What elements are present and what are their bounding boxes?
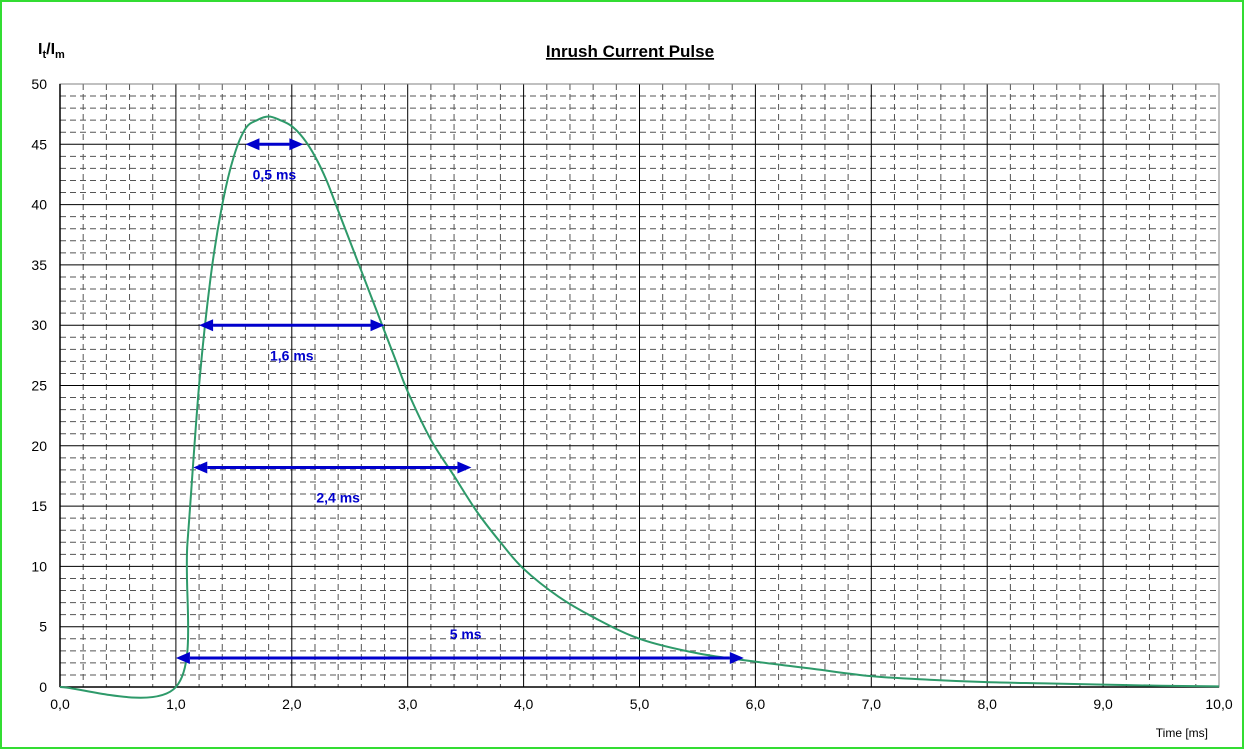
y-tick-label: 5	[39, 619, 47, 635]
y-tick-label: 15	[31, 498, 47, 514]
duration-annotation: 0,5 ms	[245, 138, 304, 182]
annotation-arrowhead-left	[199, 319, 214, 332]
major-grid	[59, 83, 1220, 688]
y-tick-label: 25	[31, 378, 47, 394]
y-tick-label: 50	[31, 76, 47, 92]
x-tick-label: 3,0	[398, 696, 418, 712]
y-tick-label: 35	[31, 257, 47, 273]
annotation-arrowhead-right	[457, 461, 472, 474]
x-tick-label: 4,0	[514, 696, 534, 712]
annotation-arrowhead-right	[289, 138, 304, 151]
y-tick-label: 10	[31, 558, 47, 574]
annotation-arrowhead-right	[370, 319, 385, 332]
x-axis-label: Time [ms]	[1156, 726, 1208, 740]
x-tick-label: 9,0	[1093, 696, 1113, 712]
y-label-sub2: m	[55, 49, 65, 61]
x-tick-label: 5,0	[630, 696, 650, 712]
y-label-mid: /I	[46, 41, 55, 58]
x-tick-label: 0,0	[50, 696, 70, 712]
inrush-current-line	[59, 115, 1220, 699]
annotation-arrowhead-left	[175, 652, 190, 665]
x-tick-label: 1,0	[166, 696, 186, 712]
duration-annotation: 2,4 ms	[193, 461, 472, 506]
annotation-label: 0,5 ms	[253, 166, 297, 182]
x-tick-label: 6,0	[746, 696, 766, 712]
y-tick-label: 20	[31, 438, 47, 454]
x-tick-label: 8,0	[977, 696, 997, 712]
annotation-label: 2,4 ms	[316, 490, 360, 506]
duration-annotation: 1,6 ms	[199, 319, 385, 363]
x-tick-label: 7,0	[862, 696, 882, 712]
annotation-arrowhead-left	[245, 138, 260, 151]
duration-annotations: 0,5 ms 1,6 ms 2,4 ms 5 ms	[175, 138, 744, 665]
annotation-label: 1,6 ms	[270, 347, 314, 363]
y-tick-label: 45	[31, 136, 47, 152]
y-axis-label: It/Im	[38, 41, 65, 61]
annotation-arrowhead-right	[729, 652, 744, 665]
x-tick-label: 10,0	[1205, 696, 1232, 712]
duration-annotation: 5 ms	[175, 626, 744, 665]
y-tick-label: 40	[31, 197, 47, 213]
x-tick-labels: 0,0 1,0 2,0 3,0 4,0 5,0 6,0 7,0 8,0 9,0 10,0	[50, 696, 1233, 712]
y-label-main: I	[38, 41, 42, 58]
y-tick-label: 30	[31, 317, 47, 333]
y-tick-label: 0	[39, 679, 47, 695]
axes	[59, 84, 1219, 688]
chart-title: Inrush Current Pulse	[546, 42, 714, 61]
y-label-sub1: t	[42, 49, 46, 61]
y-tick-labels: 0 5 10 15 20 25 30 35 40 45 50	[31, 76, 47, 695]
x-tick-label: 2,0	[282, 696, 302, 712]
annotation-label: 5 ms	[450, 626, 482, 642]
annotation-arrowhead-left	[193, 461, 208, 474]
